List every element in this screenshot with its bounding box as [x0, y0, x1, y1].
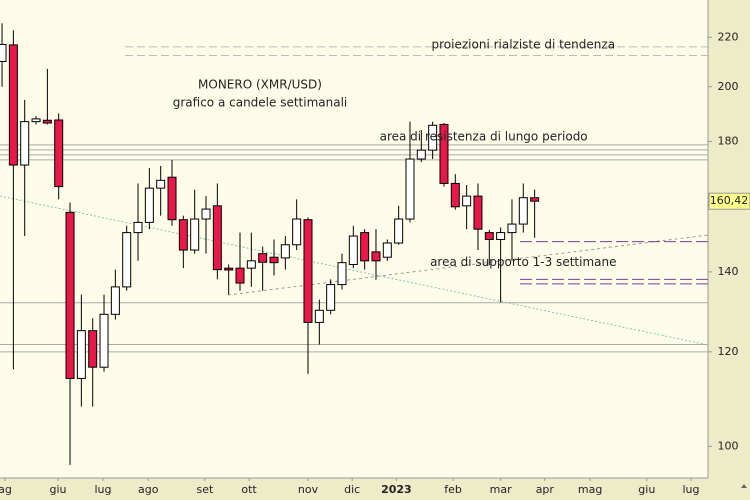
- y-tick-label: 140: [718, 265, 739, 278]
- candle-body: [133, 221, 143, 234]
- candle-body: [530, 197, 540, 202]
- candle-body: [439, 123, 449, 184]
- x-tick-label: mar: [490, 483, 512, 496]
- candle-body: [8, 44, 18, 166]
- candle-body: [224, 267, 234, 271]
- candle-body: [0, 43, 7, 62]
- candle-body: [258, 253, 268, 263]
- candle-body: [156, 179, 166, 189]
- last-price-box: [708, 192, 750, 210]
- x-tick-label: ag: [0, 483, 12, 496]
- candle-body: [496, 232, 506, 241]
- x-tick-label: feb: [444, 483, 462, 496]
- candle-body: [348, 235, 358, 265]
- candle-body: [269, 256, 279, 264]
- x-tick-label: ott: [241, 483, 257, 496]
- candle-body: [144, 187, 154, 223]
- candle-body: [99, 313, 109, 368]
- annotation: area di resistenza di lungo periodo: [380, 130, 588, 144]
- candle-body: [201, 208, 211, 220]
- y-tick-label: 220: [718, 30, 739, 43]
- candle-body: [371, 251, 381, 262]
- candle-body: [382, 242, 392, 258]
- x-tick-label: ago: [138, 483, 159, 496]
- candle-body: [360, 232, 370, 262]
- candle-body: [212, 205, 222, 271]
- x-tick-label: giu: [638, 483, 655, 496]
- candles: [0, 23, 540, 465]
- candle-body: [42, 119, 52, 124]
- annotation: area di supporto 1-3 settimane: [430, 255, 616, 269]
- scroll-icon: [741, 484, 747, 488]
- candle-body: [416, 149, 426, 160]
- candle-body: [246, 260, 256, 269]
- x-tick-label: dic: [344, 483, 360, 496]
- levels: [0, 46, 708, 353]
- candle-body: [88, 330, 98, 368]
- candle-body: [292, 218, 302, 246]
- candle-body: [122, 232, 132, 288]
- y-tick-label: 180: [718, 134, 739, 147]
- candle-body: [54, 119, 64, 188]
- x-tick-label: mag: [578, 483, 602, 496]
- candle-body: [428, 124, 438, 151]
- candle-body: [405, 158, 415, 220]
- candle-body: [76, 330, 86, 379]
- y-tick-label: 200: [718, 80, 739, 93]
- chart-title: MONERO (XMR/USD): [198, 78, 322, 92]
- y-axis-panel: [708, 0, 750, 500]
- x-tick-label: lug: [682, 483, 699, 496]
- candle-body: [484, 232, 494, 241]
- candle-body: [31, 118, 41, 123]
- x-tick-label: giu: [50, 483, 67, 496]
- y-tick-label: 100: [718, 439, 739, 452]
- y-tick-label: 120: [718, 345, 739, 358]
- trend-line: [0, 195, 709, 346]
- annotation: proiezioni rialziste di tendenza: [432, 37, 616, 51]
- candle-body: [450, 182, 460, 208]
- candle-body: [303, 219, 313, 323]
- candle-body: [110, 286, 120, 315]
- x-tick-label: lug: [94, 483, 111, 496]
- x-tick-label: nov: [298, 483, 319, 496]
- x-tick-label: apr: [536, 483, 555, 496]
- candle-body: [190, 218, 200, 251]
- candle-body: [507, 223, 517, 234]
- candle-body: [518, 197, 528, 225]
- candle-body: [178, 219, 188, 251]
- last-price-label: 160,42: [710, 194, 749, 207]
- chart-subtitle: grafico a candele settimanali: [173, 96, 348, 110]
- candle-body: [314, 309, 324, 323]
- candle-body: [20, 121, 30, 166]
- candle-body: [235, 267, 245, 284]
- x-tick-label: 2023: [381, 483, 412, 496]
- candle-body: [65, 211, 75, 379]
- candle-body: [167, 176, 177, 221]
- candle-body: [473, 195, 483, 230]
- x-tick-label: set: [196, 483, 213, 496]
- candle-body: [337, 262, 347, 286]
- x-axis-panel: [0, 478, 750, 500]
- candle-body: [280, 244, 290, 259]
- candle-body: [326, 284, 336, 311]
- candle-body: [462, 195, 472, 207]
- candle-body: [394, 218, 404, 244]
